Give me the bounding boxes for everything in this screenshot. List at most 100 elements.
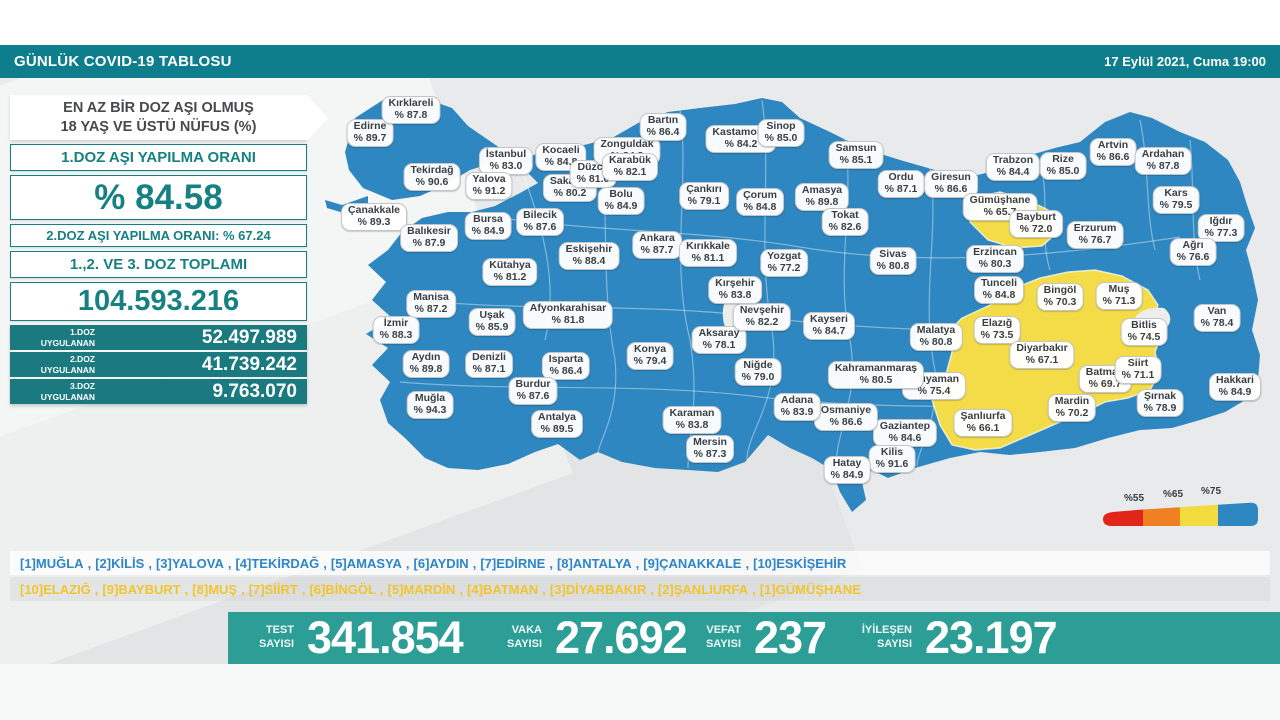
province-name: Nevşehir [739,303,785,316]
list-separator: , [752,581,756,597]
province-name: Konya [633,342,667,355]
province-name: Trabzon [992,153,1034,166]
province-label: Erzurum% 76.7 [1066,220,1124,250]
list-separator: , [472,555,477,571]
list-separator: , [635,555,640,571]
province-rate: % 86.4 [646,125,680,138]
province-name: Adana [780,393,814,406]
list-rank: [2] [95,555,112,571]
province-rate: % 85.0 [764,131,798,144]
province-rate: % 84.9 [471,224,505,237]
province-label: Kırşehir% 83.8 [708,275,762,305]
province-rate: % 78.4 [1200,316,1234,329]
province-name: Kahramanmaraş [834,361,918,374]
province-rate: % 79.5 [1159,198,1193,211]
legend-label: %75 [1200,486,1222,497]
province-rate: % 65.7 [983,205,1017,218]
province-rate: % 70.3 [1043,295,1077,308]
province-name: Muş [1108,282,1130,295]
top10-lowest-provinces-list: [10] ELAZIĞ , [9] BAYBURT , [8] MUŞ , [7… [10,577,1270,601]
legend-segment-red [1103,509,1143,526]
province-rate: % 87.6 [523,220,557,233]
province-rate: % 69.7 [1088,377,1122,390]
list-province-name: TEKİRDAĞ [251,555,320,571]
province-rate: % 81.8 [551,313,585,326]
legend-label: %65 [1162,489,1184,500]
province-rate: % 89.5 [540,422,574,435]
list-separator: , [650,581,654,597]
death-count-value: 237 [754,612,827,663]
dose-row-label: 3.DOZ UYGULANAN [40,380,95,402]
total-doses-label: 1.,2. VE 3. DOZ TOPLAMI [10,251,307,278]
list-rank: [4] [467,581,483,597]
panel-intro: EN AZ BİR DOZ AŞI OLMUŞ 18 YAŞ VE ÜSTÜ N… [10,95,307,140]
color-legend [1103,502,1258,526]
province-name: Ordu [888,170,914,183]
province-label: Artvin% 86.6 [1089,137,1137,167]
province-label: Ankara% 87.7 [632,230,682,260]
list-rank: [6] [309,581,326,597]
province-rate: % 70.2 [1055,406,1089,419]
dose-row: 3.DOZ UYGULANAN 9.763.070 [10,379,307,404]
province-name: Mardin [1054,394,1090,407]
list-separator: , [459,581,464,597]
province-rate: % 85.9 [475,320,509,333]
province-label: Mersin% 87.3 [686,434,734,464]
province-name: Mersin [693,435,727,448]
province-name: Iğdır [1209,214,1233,227]
province-rate: % 81.1 [691,251,725,264]
province-rate: % 84.9 [830,468,864,481]
list-province-name: ELAZIĞ [43,581,91,597]
province-rate: % 71.1 [1121,368,1155,381]
province-label: Siirt% 71.1 [1114,355,1162,385]
province-rate: % 94.3 [413,403,447,416]
list-separator: , [549,555,553,571]
list-province-name: MARDİN [403,581,456,597]
list-separator: , [542,581,546,597]
province-name: Kars [1164,186,1188,199]
recovered-count: İYİLEŞEN SAYISI 23.197 [838,612,1058,664]
province-label: Bayburt% 72.0 [1009,209,1063,239]
list-rank: [4] [235,555,252,571]
province-rate: % 84.2 [724,137,758,150]
dose-row: 1.DOZ UYGULANAN 52.497.989 [10,325,307,350]
province-rate: % 84.8 [743,200,777,213]
province-label: Trabzon% 84.4 [985,152,1041,182]
list-province-name: DİYARBAKIR [565,581,647,597]
province-name: Giresun [931,170,971,183]
daily-stats-bar: TEST SAYISI 341.854 VAKA SAYISI 27.692 VEFAT SA… [228,612,1280,664]
province-name: Tokat [831,208,859,221]
province-name: Adıyaman [908,372,960,385]
province-rate: % 86.4 [549,364,583,377]
province-label: Kırıkkale% 81.1 [679,238,737,268]
dose1-rate-value: % 84.58 [10,175,307,220]
date-time: 17 Eylül 2021, Cuma 19:00 [1104,54,1266,69]
list-rank: [9] [643,555,660,571]
province-label: Adana% 83.9 [773,392,821,422]
province-label: Osmaniye% 86.6 [813,402,879,432]
province-label: Kütahya% 81.2 [482,257,538,287]
province-label: Erzincan% 80.3 [966,244,1024,274]
province-rate: % 87.9 [412,236,446,249]
province-label: Kilis% 91.6 [868,444,916,474]
province-label: Edirne% 89.7 [346,118,394,148]
test-count-value: 341.854 [307,612,464,663]
bottom-white-strip [0,664,1280,720]
province-rate: % 66.1 [966,421,1000,434]
province-label: Karaman% 83.8 [662,405,722,435]
province-name: Kırklareli [388,96,434,109]
province-rate: % 87.6 [516,389,550,402]
province-name: Bingöl [1043,283,1077,296]
top10-highest-provinces-list: [1] MUĞLA , [2] KİLİS , [3] YALOVA , [4]… [10,551,1270,575]
list-province-name: MUŞ [208,581,238,597]
province-rate: % 84.7 [812,324,846,337]
province-rate: % 72.0 [1019,222,1053,235]
top-white-strip [0,0,1280,45]
province-name: Bartın [647,113,679,126]
list-province-name: GÜMÜŞHANE [775,581,861,597]
province-label: Hatay% 84.9 [823,455,871,485]
province-name: Kilis [880,445,904,458]
list-province-name: MUĞLA [35,555,84,571]
province-name: Elazığ [981,316,1013,329]
province-rate: % 85.1 [839,153,873,166]
